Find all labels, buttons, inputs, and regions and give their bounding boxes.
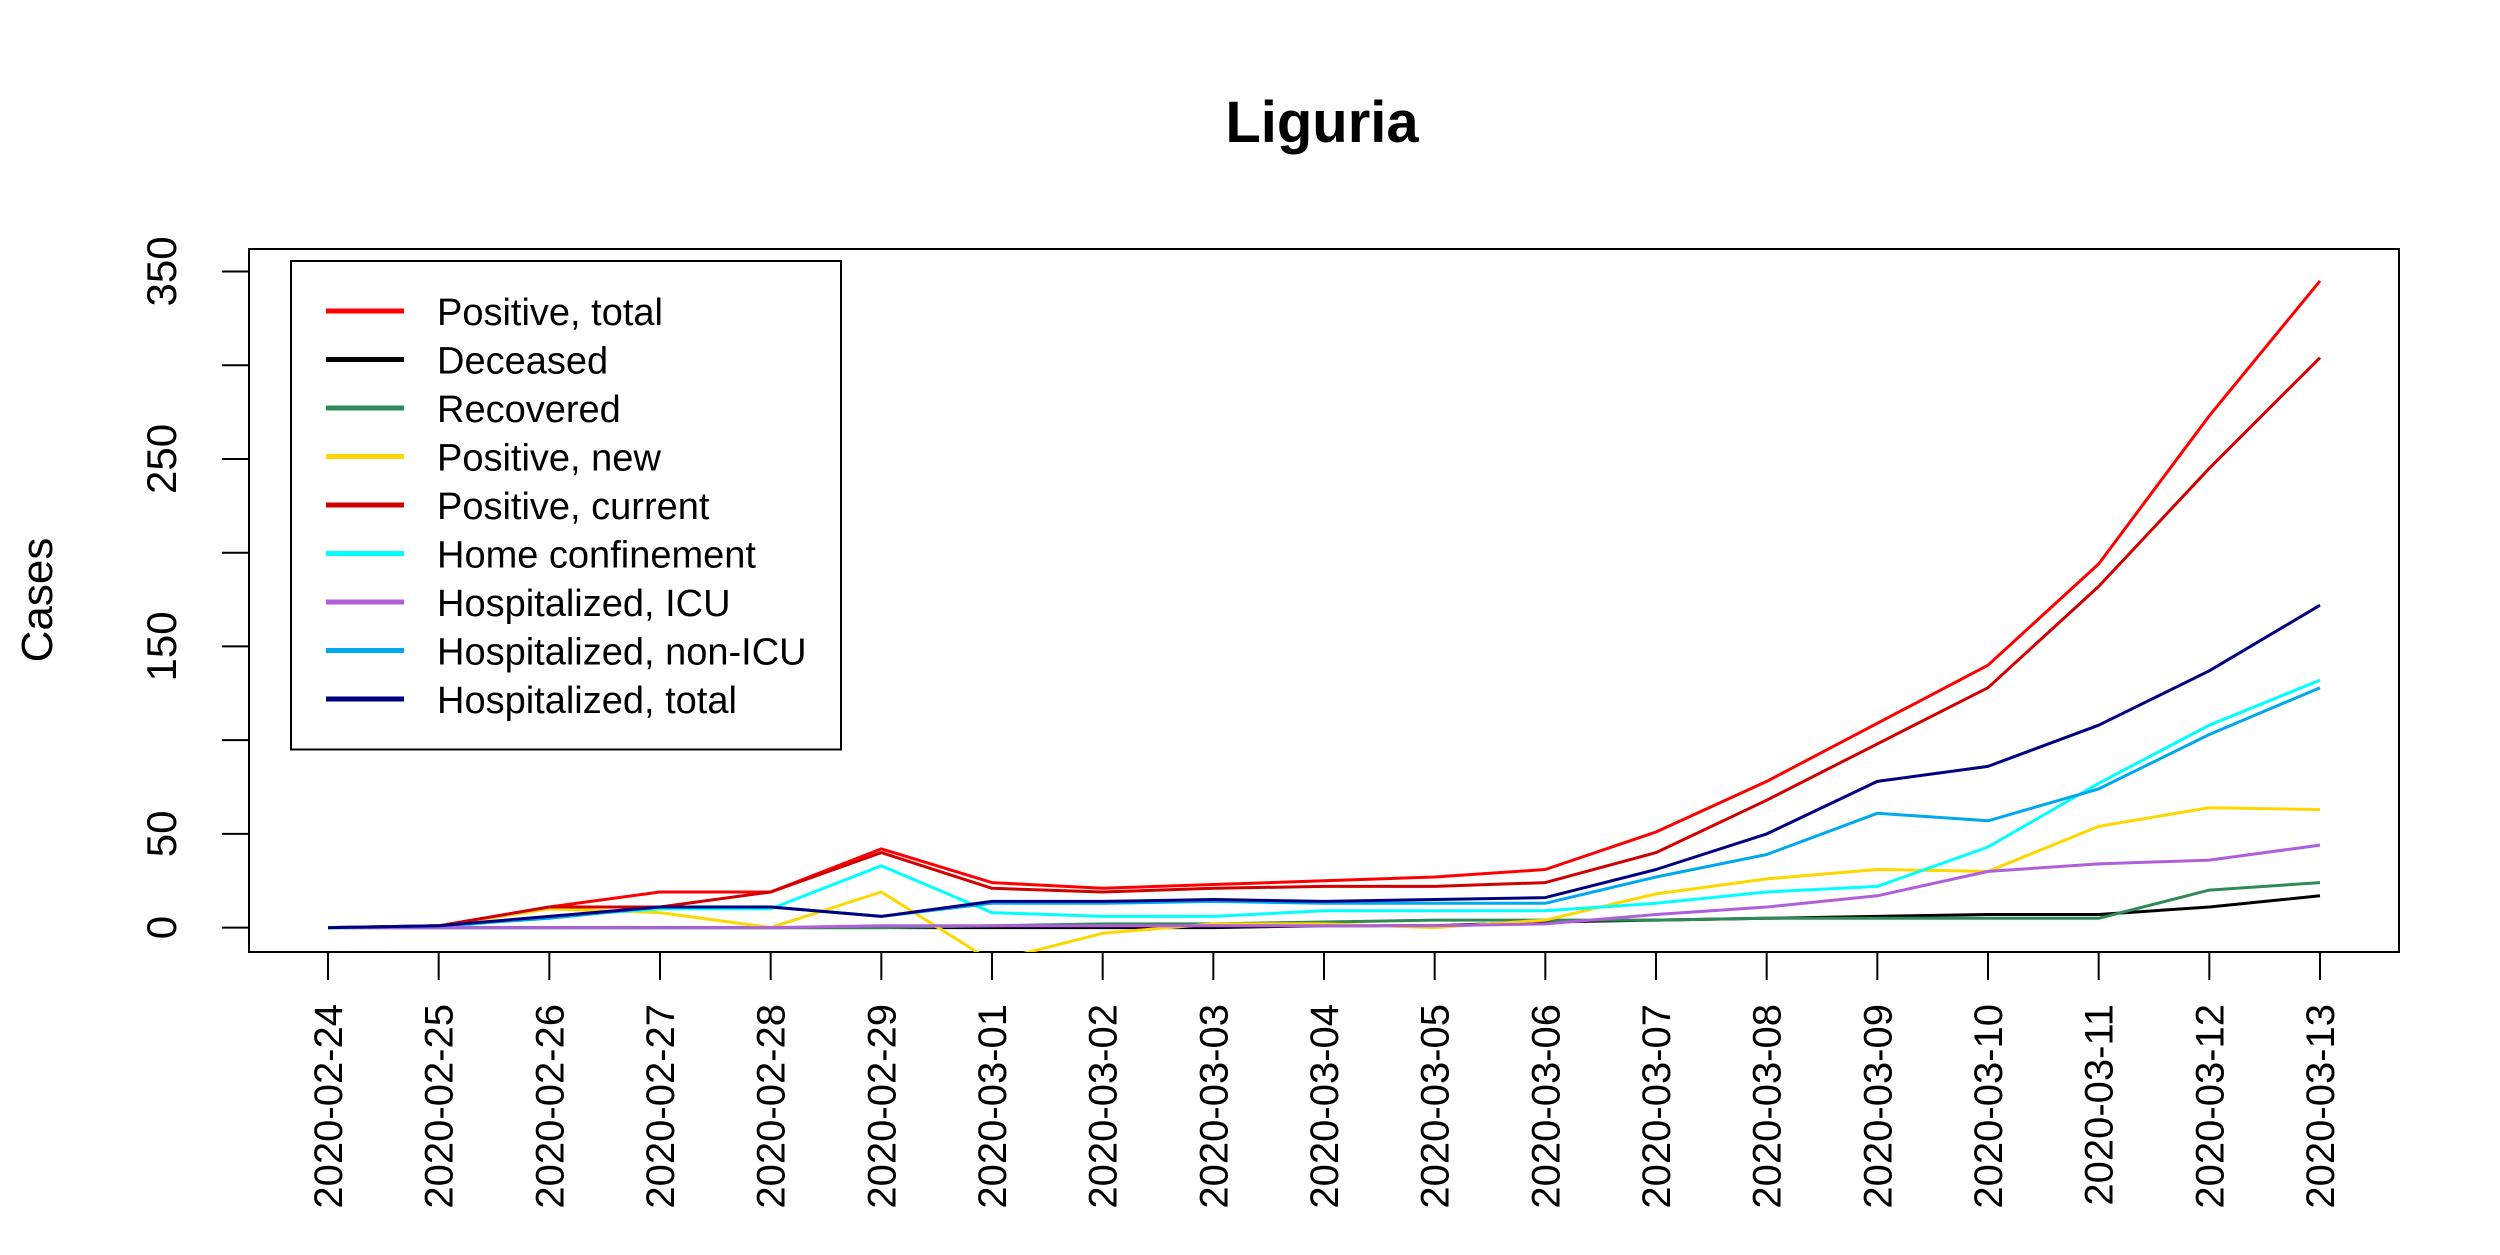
y-axis-label: Cases — [13, 538, 62, 663]
x-tick-label: 2020-03-08 — [1746, 1004, 1790, 1209]
legend-label: Positive, current — [437, 486, 710, 528]
x-tick-label: 2020-02-24 — [307, 1004, 351, 1209]
y-tick-label: 0 — [138, 916, 185, 939]
x-tick-label: 2020-03-10 — [1967, 1004, 2011, 1209]
series-line-1 — [327, 279, 2322, 930]
y-tick-label: 350 — [138, 236, 185, 306]
x-tick-label: 2020-03-12 — [2188, 1004, 2232, 1209]
legend-label: Deceased — [437, 341, 608, 383]
legend-label: Home confinement — [437, 535, 756, 577]
x-tick-label: 2020-02-28 — [750, 1004, 794, 1209]
x-tick-label: 2020-02-25 — [418, 1004, 462, 1209]
legend-label: Hospitalized, total — [437, 680, 737, 722]
y-axis: 0 50 150 250 350 — [138, 236, 250, 939]
series-line-9 — [327, 603, 2321, 930]
y-tick-label: 50 — [138, 811, 185, 858]
x-tick-label: 2020-03-01 — [971, 1004, 1015, 1209]
series-line-6 — [328, 678, 2321, 930]
chart-title: Liguria — [1225, 90, 1419, 155]
y-tick-label: 150 — [138, 611, 185, 681]
x-tick-label: 2020-02-29 — [860, 1004, 904, 1209]
legend-label: Recovered — [437, 389, 621, 431]
series-line-4 — [327, 806, 2321, 952]
series-line-3 — [328, 881, 2321, 930]
y-tick-label: 250 — [138, 424, 185, 494]
x-tick-label: 2020-03-07 — [1635, 1004, 1679, 1209]
legend-label: Positive, new — [437, 438, 661, 480]
series-line-7 — [328, 843, 2321, 930]
legend-label: Hospitalized, ICU — [437, 583, 731, 625]
legend-label: Hospitalized, non-ICU — [437, 632, 807, 674]
x-tick-label: 2020-03-04 — [1303, 1004, 1347, 1209]
x-tick-label: 2020-03-11 — [2078, 1004, 2122, 1206]
x-tick-label: 2020-03-06 — [1524, 1004, 1568, 1209]
series-layer — [327, 279, 2322, 952]
x-tick-label: 2020-03-09 — [1856, 1004, 1900, 1209]
x-tick-label: 2020-02-27 — [639, 1004, 683, 1209]
legend-label: Positive, total — [437, 292, 663, 334]
x-tick-label: 2020-03-13 — [2299, 1004, 2343, 1209]
x-axis: 2020-02-24 2020-02-25 2020-02-26 2020-02-27… — [307, 951, 2343, 1209]
x-tick-label: 2020-02-26 — [528, 1004, 572, 1209]
x-tick-label: 2020-03-03 — [1192, 1004, 1236, 1209]
legend: Positive, total Deceased Recovered Positive… — [290, 260, 842, 751]
x-tick-label: 2020-03-05 — [1414, 1004, 1458, 1209]
x-tick-label: 2020-03-02 — [1082, 1004, 1126, 1209]
